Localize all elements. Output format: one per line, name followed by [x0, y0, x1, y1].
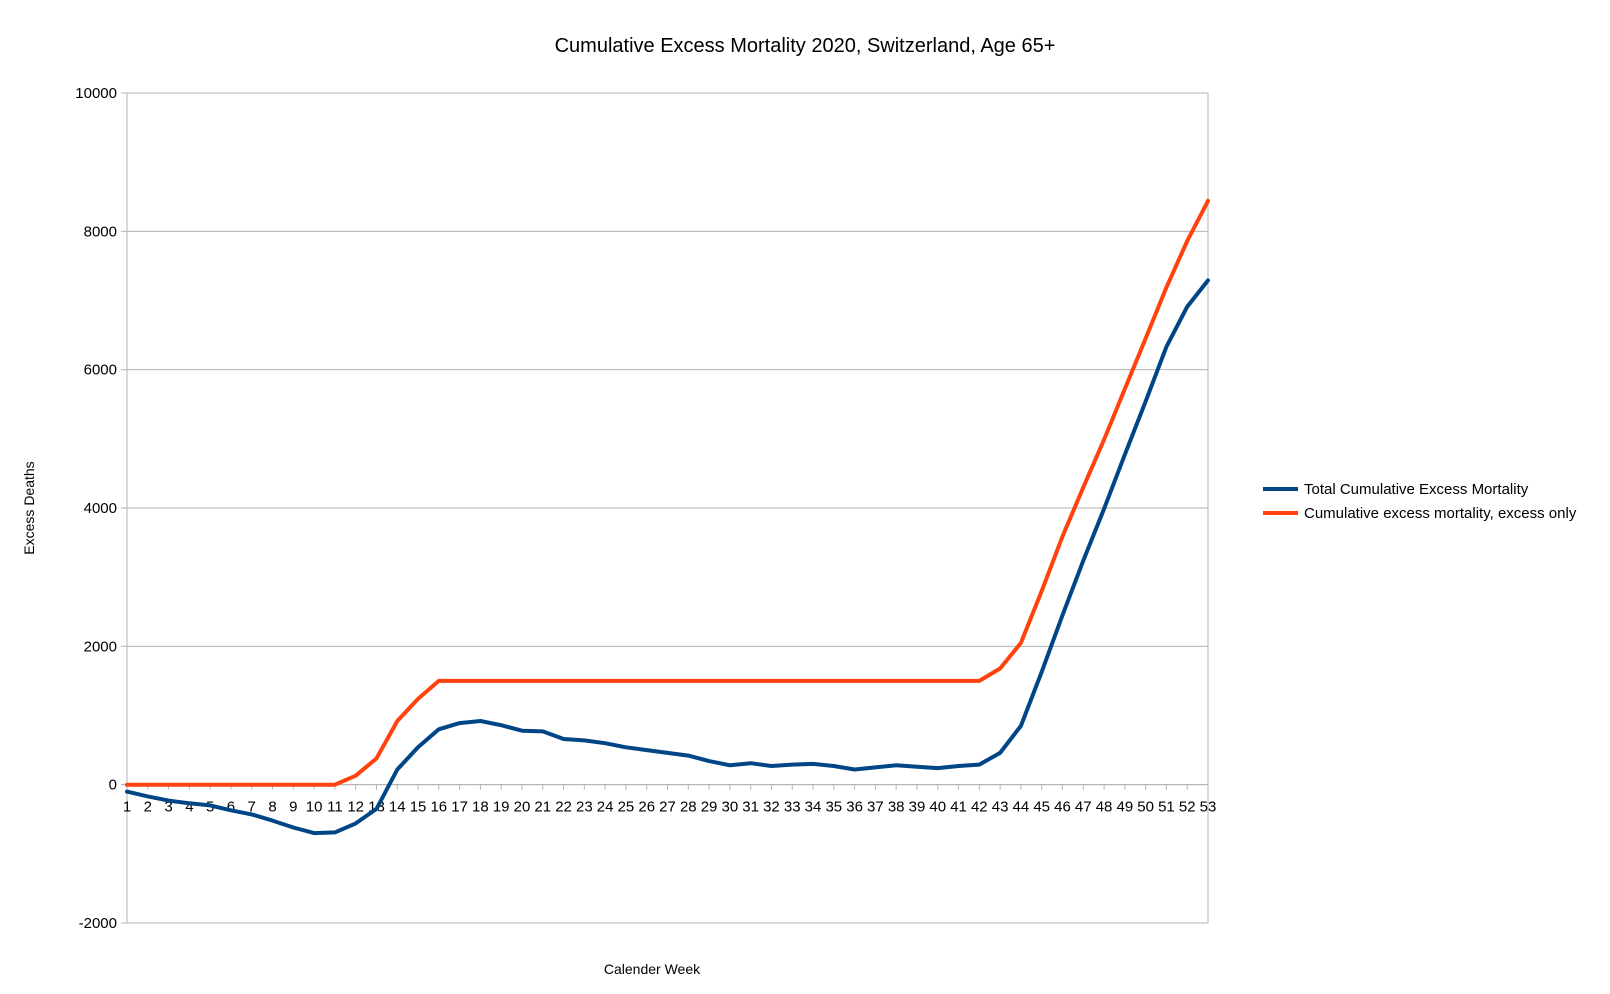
x-tick-label: 41	[950, 799, 967, 816]
legend-label-2: Cumulative excess mortality, excess only	[1304, 505, 1577, 522]
x-tick-label: 32	[763, 799, 780, 816]
y-tick-label: -2000	[79, 915, 117, 932]
x-tick-label: 9	[289, 799, 297, 816]
x-tick-label: 33	[784, 799, 801, 816]
x-tick-label: 42	[971, 799, 988, 816]
x-tick-label: 44	[1013, 799, 1030, 816]
series-line-1	[125, 278, 1210, 836]
x-tick-label: 37	[867, 799, 884, 816]
x-tick-label: 27	[659, 799, 676, 816]
x-tick-label: 52	[1179, 799, 1196, 816]
x-tick-label: 16	[430, 799, 447, 816]
x-tick-label: 18	[472, 799, 489, 816]
y-tick-label: 0	[109, 777, 117, 794]
x-tick-label: 36	[846, 799, 863, 816]
x-tick-label: 50	[1137, 799, 1154, 816]
x-tick-label: 20	[514, 799, 531, 816]
y-tick-label: 10000	[75, 85, 117, 102]
x-tick-label: 38	[888, 799, 905, 816]
x-tick-label: 12	[347, 799, 364, 816]
y-tick-label: 6000	[84, 362, 117, 379]
x-axis-ticks: 1 2 3 4 5 6 7 8 9 10 11 12 13 14 15 16 17 18 19 20 21 22 23 24 2…	[123, 799, 1217, 816]
x-tick-label: 28	[680, 799, 697, 816]
x-tick-label: 4	[185, 799, 193, 816]
y-tick-label: 8000	[84, 223, 117, 240]
x-tick-label: 1	[123, 799, 131, 816]
chart-title: Cumulative Excess Mortality 2020, Switze…	[555, 35, 1056, 57]
x-tick-label: 30	[722, 799, 739, 816]
x-tick-label: 11	[327, 799, 343, 816]
x-tick-label: 49	[1117, 799, 1134, 816]
x-tick-label: 15	[410, 799, 427, 816]
x-tick-label: 25	[618, 799, 635, 816]
x-tick-label: 10	[306, 799, 323, 816]
x-tick-label: 6	[227, 799, 235, 816]
series-lines	[125, 198, 1210, 836]
x-tick-label: 2	[144, 799, 152, 816]
x-axis-title: Calender Week	[604, 961, 701, 977]
x-tick-label: 22	[555, 799, 572, 816]
x-tick-label: 35	[825, 799, 842, 816]
x-tick-label: 8	[268, 799, 276, 816]
x-tick-label: 14	[389, 799, 406, 816]
y-axis-title: Excess Deaths	[21, 461, 37, 554]
y-axis-ticks: -2000 0 2000 4000 6000 8000 10000	[75, 85, 117, 932]
x-tick-label: 26	[638, 799, 655, 816]
x-tick-label: 3	[164, 799, 172, 816]
x-tick-label: 46	[1054, 799, 1071, 816]
legend-label-1: Total Cumulative Excess Mortality	[1304, 481, 1529, 498]
x-tick-label: 24	[597, 799, 614, 816]
x-tick-label: 39	[909, 799, 926, 816]
x-tick-label: 17	[451, 799, 468, 816]
x-tick-label: 45	[1033, 799, 1050, 816]
x-tick-label: 51	[1158, 799, 1175, 816]
x-tick-label: 7	[248, 799, 256, 816]
x-tick-label: 23	[576, 799, 593, 816]
x-tick-label: 34	[805, 799, 822, 816]
x-tick-label: 31	[742, 799, 759, 816]
x-tick-label: 53	[1200, 799, 1217, 816]
x-tick-label: 40	[929, 799, 946, 816]
legend: Total Cumulative Excess Mortality Cumulat…	[1263, 481, 1577, 522]
x-tick-label: 43	[992, 799, 1009, 816]
x-tick-label: 48	[1096, 799, 1113, 816]
series-line-2	[125, 198, 1210, 787]
x-tick-label: 29	[701, 799, 718, 816]
y-tick-label: 2000	[84, 638, 117, 655]
x-tick-label: 19	[493, 799, 510, 816]
y-tick-label: 4000	[84, 500, 117, 517]
x-tick-label: 47	[1075, 799, 1092, 816]
x-tick-label: 21	[534, 799, 551, 816]
